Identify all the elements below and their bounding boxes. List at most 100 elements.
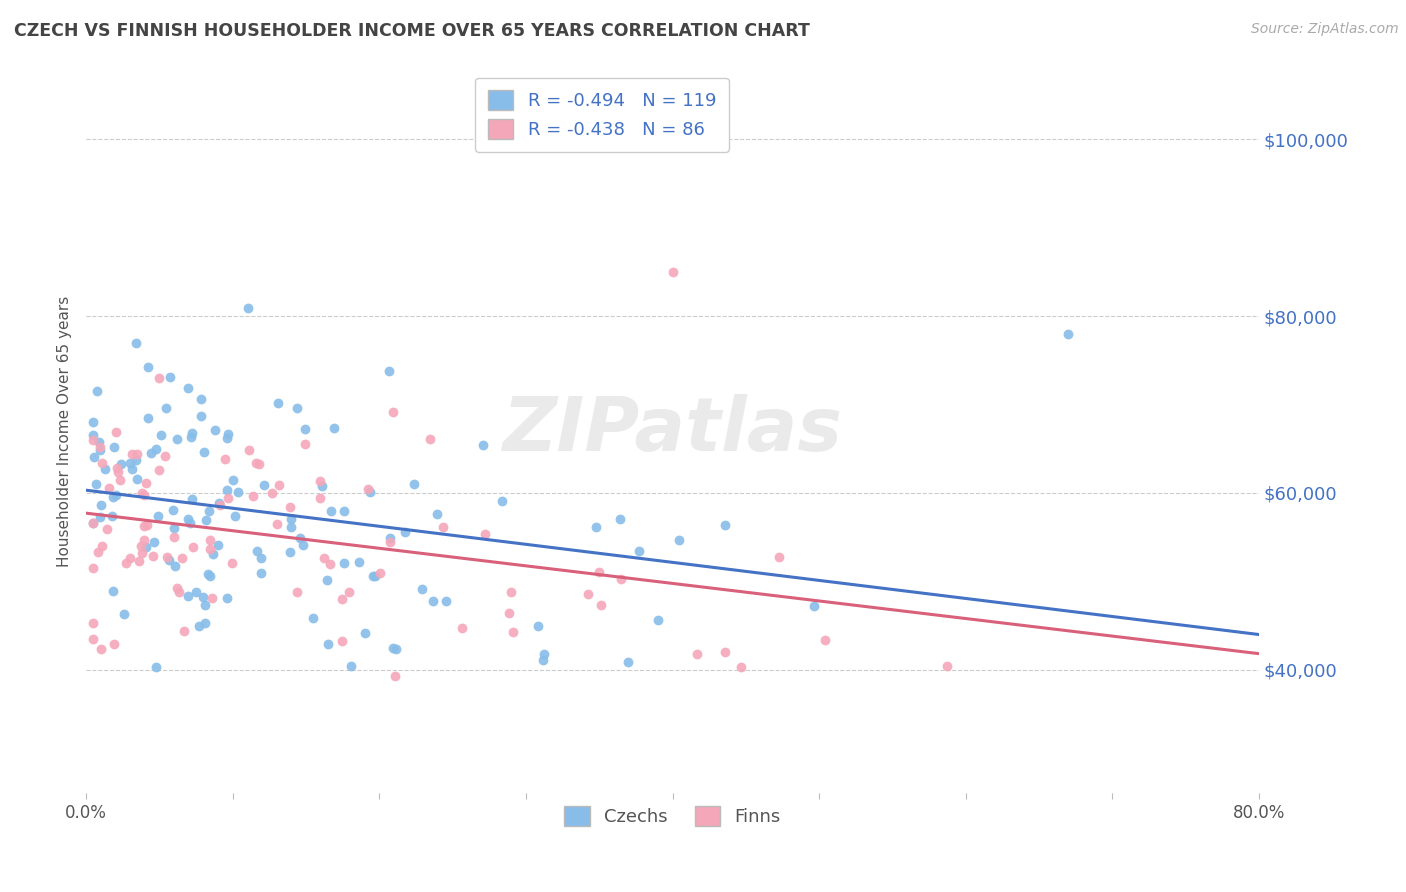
Point (588, 565, 610, 579)
Point (198, 568, 221, 582)
Point (217, 431, 239, 445)
Point (166, 432, 188, 446)
Point (267, 478, 290, 492)
Point (201, 591, 224, 606)
Point (82, 433, 104, 447)
Point (222, 473, 245, 487)
Text: Source: ZipAtlas.com: Source: ZipAtlas.com (1251, 22, 1399, 37)
Point (294, 437, 316, 451)
Point (368, 566, 391, 580)
Point (589, 599, 612, 613)
Point (207, 538, 229, 552)
Point (105, 488, 128, 502)
Point (339, 658, 361, 673)
Point (155, 401, 177, 415)
Point (127, 472, 149, 486)
Point (217, 591, 239, 606)
Point (93, 462, 115, 476)
Point (121, 447, 143, 461)
Point (110, 457, 132, 471)
Point (167, 584, 190, 599)
Point (132, 533, 155, 547)
Point (330, 592, 353, 607)
Point (103, 440, 125, 454)
Point (112, 607, 135, 621)
Point (181, 540, 204, 554)
Point (803, 599, 825, 613)
Point (190, 409, 212, 424)
Point (201, 548, 224, 562)
Point (768, 549, 790, 564)
Point (319, 503, 342, 517)
Point (526, 619, 548, 633)
Point (184, 584, 207, 599)
Point (173, 624, 195, 638)
Point (647, 613, 669, 627)
Point (714, 644, 737, 658)
Point (198, 533, 221, 548)
Point (89, 441, 111, 455)
Point (312, 551, 335, 566)
Point (686, 648, 709, 662)
Point (498, 606, 520, 620)
Point (87, 544, 110, 558)
Point (156, 549, 179, 564)
Point (132, 488, 155, 502)
Point (609, 572, 631, 586)
Point (404, 477, 426, 491)
Point (96, 523, 118, 537)
Point (451, 621, 474, 635)
Point (204, 423, 226, 437)
Point (149, 428, 172, 442)
Point (378, 531, 401, 545)
Point (125, 447, 148, 461)
Point (226, 484, 249, 499)
Point (209, 498, 232, 512)
Point (315, 574, 337, 588)
Point (617, 655, 640, 669)
Point (309, 491, 332, 505)
Point (730, 660, 752, 674)
Point (166, 581, 188, 595)
Point (83, 450, 105, 464)
Point (419, 432, 441, 446)
Point (101, 509, 124, 524)
Point (145, 442, 167, 457)
Point (177, 512, 200, 526)
Point (422, 593, 444, 607)
Point (125, 453, 148, 467)
Point (266, 516, 288, 531)
Point (319, 558, 342, 572)
Point (82, 516, 104, 530)
Point (162, 503, 184, 517)
Point (316, 637, 339, 651)
Point (118, 456, 141, 470)
Point (323, 420, 346, 434)
Point (214, 451, 236, 466)
Point (180, 430, 202, 444)
Point (332, 556, 354, 570)
Point (311, 479, 333, 493)
Point (82, 428, 104, 442)
Point (121, 462, 143, 476)
Point (333, 504, 356, 518)
Point (499, 585, 522, 599)
Point (163, 530, 186, 544)
Point (217, 491, 239, 505)
Point (125, 336, 148, 351)
Point (609, 511, 631, 525)
Point (98, 481, 121, 495)
Point (309, 474, 332, 488)
Point (260, 486, 283, 500)
Point (139, 446, 162, 460)
Point (502, 624, 524, 639)
Point (198, 504, 221, 518)
Point (163, 558, 186, 573)
Point (193, 444, 215, 458)
Text: CZECH VS FINNISH HOUSEHOLDER INCOME OVER 65 YEARS CORRELATION CHART: CZECH VS FINNISH HOUSEHOLDER INCOME OVER… (14, 22, 810, 40)
Point (238, 443, 260, 458)
Point (181, 425, 204, 440)
Point (190, 392, 212, 407)
Point (148, 463, 170, 477)
Point (813, 633, 835, 648)
